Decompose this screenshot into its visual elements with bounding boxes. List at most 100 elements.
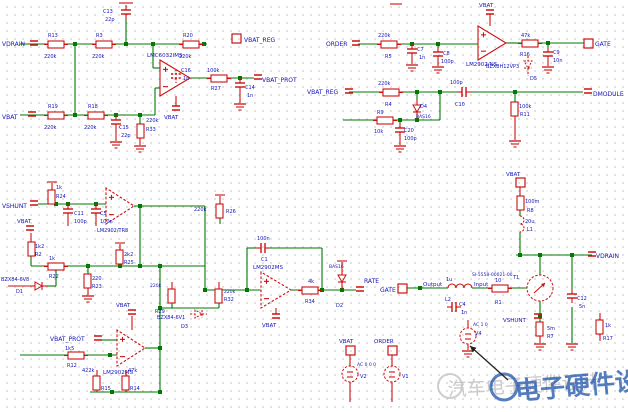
label-text: C9 xyxy=(553,50,560,56)
net-label-box xyxy=(231,33,242,44)
label-text: V2 xyxy=(360,374,367,380)
label-text: 100n xyxy=(257,236,270,242)
label-text: 10n xyxy=(553,58,563,64)
label-text: 220k xyxy=(84,125,97,131)
label-text: 22p xyxy=(121,133,131,139)
label-text: 1k xyxy=(49,256,55,262)
resistor-symbol xyxy=(215,203,224,219)
diode-symbol xyxy=(337,274,347,284)
label-text: AC 0 0 0 xyxy=(357,362,376,368)
resistor-symbol xyxy=(167,288,176,304)
resistor-symbol xyxy=(380,40,398,49)
label-text: 100p xyxy=(74,219,87,225)
label-text: Input xyxy=(474,282,489,288)
wire-junction xyxy=(110,390,114,394)
resistor-symbol xyxy=(376,116,394,125)
resistor-symbol xyxy=(516,195,525,211)
label-text: 20u xyxy=(525,219,535,225)
label-text: C10 xyxy=(455,102,465,108)
label-text: C16 xyxy=(181,68,191,74)
opamp-symbol xyxy=(260,271,293,309)
label-text: 100p xyxy=(404,136,417,142)
label-text: C12 xyxy=(577,296,587,302)
label-text: 220k xyxy=(44,54,57,60)
label-text: R16 xyxy=(520,52,530,58)
label-text: VSHUNT xyxy=(2,203,27,210)
label-text: Output xyxy=(423,282,443,288)
label-text: T1 xyxy=(512,275,519,281)
label-text: DMODULE xyxy=(593,91,624,98)
label-text: R4 xyxy=(385,102,392,108)
resistor-symbol xyxy=(92,375,101,391)
label-text: R27 xyxy=(211,86,221,92)
label-text: 220k xyxy=(44,125,57,131)
wire-junction xyxy=(570,253,574,257)
resistor-symbol xyxy=(491,284,509,293)
voltage-source-symbol xyxy=(383,365,401,383)
label-text: VBAT xyxy=(164,115,179,121)
inductor-symbol xyxy=(519,215,525,233)
wire-junction xyxy=(86,264,90,268)
resistor-symbol xyxy=(115,249,124,265)
resistor-symbol xyxy=(47,262,65,271)
label-text: C15 xyxy=(119,125,129,131)
opamp-symbol xyxy=(105,186,136,226)
label-text: LM2902/NS xyxy=(466,62,498,68)
wire-junction xyxy=(202,42,206,46)
net-label-box xyxy=(397,283,408,294)
label-text: VBAT xyxy=(339,339,354,345)
label-text: VBAT xyxy=(506,172,521,178)
annotation-arrow-head xyxy=(470,346,477,353)
label-text: 220k xyxy=(150,283,162,289)
wire-junction xyxy=(438,90,442,94)
label-text: 2k2 xyxy=(124,252,133,258)
voltage-source-symbol xyxy=(459,327,477,345)
voltage-source-symbol xyxy=(341,365,359,383)
resistor-symbol xyxy=(121,375,130,391)
wire-junction xyxy=(415,90,419,94)
resistor-symbol xyxy=(27,241,36,257)
resistor-symbol xyxy=(535,321,544,337)
resistor-symbol xyxy=(521,39,539,48)
net-label-box xyxy=(387,345,398,356)
label-text: R9 xyxy=(377,110,384,116)
label-text: VBAT_PROT xyxy=(50,336,85,343)
label-text: C20 xyxy=(404,128,414,134)
label-text: ORDER xyxy=(374,339,394,345)
diode-symbol xyxy=(194,309,204,319)
label-text: VBAT_REG xyxy=(244,37,275,44)
label-text: LM2902MS xyxy=(103,370,134,376)
wire-junction xyxy=(398,118,402,122)
wire-junction xyxy=(138,113,142,117)
label-text: R2 xyxy=(35,252,42,258)
label-text: R25 xyxy=(124,260,134,266)
label-text: L2 xyxy=(445,297,451,303)
label-text: 220k xyxy=(378,33,391,39)
label-text: 1n xyxy=(419,55,425,61)
label-text: 10 xyxy=(495,278,501,284)
resistor-symbol xyxy=(382,88,400,97)
label-text: 5n xyxy=(579,304,585,310)
label-text: D2 xyxy=(336,303,343,309)
label-text: 422k xyxy=(82,368,95,374)
label-text: 100p xyxy=(450,80,463,86)
label-text: R26 xyxy=(226,209,236,215)
label-text: 220k xyxy=(378,81,391,87)
transistor-arrow-head xyxy=(541,283,545,287)
label-text: VBAT_REG xyxy=(307,89,338,96)
label-text: 220k xyxy=(146,118,159,124)
label-text: C8 xyxy=(443,51,450,57)
label-text: 1n xyxy=(461,310,467,316)
label-text: D5 xyxy=(530,76,537,82)
label-text: 100m xyxy=(525,199,540,205)
wire-junction xyxy=(245,288,249,292)
label-text: BZX8H12VP3 xyxy=(486,64,519,70)
label-text: R23 xyxy=(92,284,102,290)
label-text: L1 xyxy=(527,227,533,233)
wire-junction xyxy=(513,90,517,94)
watermark-blue-logo xyxy=(489,372,519,402)
wire-junction xyxy=(158,346,162,350)
label-text: R29 xyxy=(155,309,165,315)
wire-junction xyxy=(151,42,155,46)
label-text: V1 xyxy=(402,374,409,380)
